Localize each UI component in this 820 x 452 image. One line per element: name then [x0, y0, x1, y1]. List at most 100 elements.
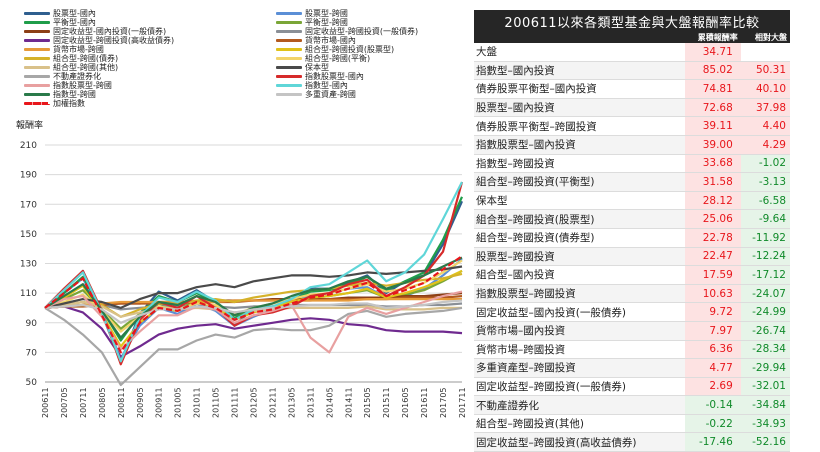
table-row: 貨幣市場–跨國投資 6.36 -28.34: [474, 340, 790, 360]
x-tick-label: 200705: [60, 387, 69, 418]
relative-return-value: [740, 43, 790, 62]
x-tick-label: 200805: [98, 387, 107, 418]
fund-type-name: 組合型–跨國投資(平衡型): [474, 172, 685, 192]
x-tick-label: 201105: [212, 387, 221, 418]
legend-item: 固定收益型-國內投資(一般債券): [24, 27, 166, 37]
cumulative-return-value: 2.69: [684, 377, 741, 397]
cumulative-return-value: 10.63: [684, 284, 741, 304]
legend-item: 指數型-國內: [276, 81, 348, 91]
cumulative-return-value: 22.78: [684, 228, 741, 248]
legend-item: 平衡型-國內: [24, 18, 96, 28]
chart-canvas: 50 70 90 110 130 150 170 190 210 報酬率 200611 200705 2…: [16, 119, 467, 418]
legend-item: 貨幣市場-國內: [276, 36, 356, 46]
series-line-20: [44, 255, 463, 354]
table-row: 指數股票型–跨國投資 10.63 -24.07: [474, 284, 790, 304]
x-tick-label: 200711: [79, 387, 88, 418]
fund-type-name: 多重資產型–跨國投資: [474, 358, 685, 378]
relative-return-value: 4.29: [740, 135, 790, 155]
legend-swatch: [276, 12, 302, 15]
legend-item: 指數股票型-國內: [276, 72, 364, 82]
legend-item: 固定收益型-跨國投資(高收益債券): [24, 36, 174, 46]
series-line-17: [44, 181, 463, 363]
legend-item: 保本型: [276, 63, 329, 73]
y-tick-label: 150: [20, 230, 37, 240]
relative-return-value: -34.84: [740, 395, 790, 415]
relative-return-value: -26.74: [740, 321, 790, 341]
cumulative-return-value: 34.71: [684, 43, 741, 62]
y-tick-label: 190: [20, 171, 37, 181]
legend-swatch: [276, 57, 302, 60]
fund-type-name: 債券股票平衡型–國內投資: [474, 79, 685, 99]
cumulative-return-value: 17.59: [684, 265, 741, 285]
legend-label: 固定收益型-跨國投資(一般債券): [305, 27, 419, 36]
line-chart: 50 70 90 110 130 150 170 190 210 報酬率 200611 200705 2…: [16, 9, 467, 418]
table-title: 200611以來各類型基金與大盤報酬率比較: [474, 10, 790, 32]
legend-label: 平衡型-跨國: [305, 18, 348, 27]
fund-type-name: 不動產證券化: [474, 395, 685, 415]
table-row: 組合型–跨國投資(股票型) 25.06 -9.64: [474, 209, 790, 229]
x-tick-label: 200811: [117, 387, 126, 418]
fund-type-name: 指數型–跨國投資: [474, 154, 685, 174]
relative-return-value: -28.34: [740, 340, 790, 360]
series-line-13: [44, 265, 463, 309]
fund-type-name: 債券股票平衡型–跨國投資: [474, 116, 685, 136]
legend-label: 指數股票型-國內: [305, 72, 364, 81]
table-row: 指數股票型–國內投資 39.00 4.29: [474, 135, 790, 155]
series-line-16: [44, 290, 463, 354]
legend-swatch: [24, 12, 50, 15]
x-tick-label: 201505: [363, 387, 372, 418]
legend-label: 指數型-跨國: [53, 90, 96, 99]
fund-type-name: 組合型–跨國投資(債券型): [474, 228, 685, 248]
legend-label: 固定收益型-國內投資(一般債券): [53, 27, 167, 36]
table-row: 固定收益型–跨國投資(高收益債券) -17.46 -52.16: [474, 432, 790, 452]
cumulative-return-value: 72.68: [684, 98, 741, 118]
relative-return-value: -11.92: [740, 228, 790, 248]
relative-return-value: -52.16: [740, 432, 790, 452]
table-row: 多重資產型–跨國投資 4.77 -29.94: [474, 358, 790, 378]
legend-label: 指數型-國內: [305, 81, 348, 90]
fund-type-name: 組合型–國內投資: [474, 265, 685, 285]
legend-swatch: [276, 21, 302, 24]
table-row: 債券股票平衡型–國內投資 74.81 40.10: [474, 79, 790, 99]
table-row: 組合型–跨國投資(其他) -0.22 -34.93: [474, 414, 790, 434]
legend-item: 股票型-跨國: [276, 9, 348, 19]
return-comparison-table: 200611以來各類型基金與大盤報酬率比較 累積報酬率 相對大盤 大盤 34.71…: [474, 10, 790, 452]
fund-type-name: 固定收益型–跨國投資(一般債券): [474, 377, 685, 397]
relative-return-value: 40.10: [740, 79, 790, 99]
legend-label: 組合型-跨國(平衡): [305, 54, 371, 63]
relative-return-value: -32.01: [740, 377, 790, 397]
cumulative-return-value: 7.97: [684, 321, 741, 341]
x-tick-label: 200905: [136, 387, 145, 418]
legend-label: 保本型: [305, 63, 329, 72]
fund-type-name: 大盤: [474, 43, 685, 62]
legend-item: 指數型-跨國: [24, 90, 96, 100]
legend-swatch: [276, 84, 302, 87]
legend-label: 股票型-國內: [53, 9, 96, 18]
x-tick-label: 201411: [344, 387, 353, 418]
fund-type-name: 貨幣市場–國內投資: [474, 321, 685, 341]
legend-swatch: [24, 84, 50, 87]
y-tick-label: 70: [26, 348, 38, 358]
x-tick-label: 201711: [458, 387, 467, 418]
relative-return-value: -24.07: [740, 284, 790, 304]
legend-item: 股票型-國內: [24, 9, 96, 19]
legend-label: 組合型-跨國(債券): [53, 54, 119, 63]
y-tick-label: 110: [20, 289, 37, 299]
relative-return-value: -3.13: [740, 172, 790, 192]
table-row: 組合型–跨國投資(債券型) 22.78 -11.92: [474, 228, 790, 248]
legend-swatch: [276, 75, 302, 78]
legend-swatch: [24, 93, 50, 96]
series-line-12: [44, 300, 462, 318]
header-relative-to-market: 相對大盤: [740, 32, 790, 43]
fund-type-name: 貨幣市場–跨國投資: [474, 340, 685, 360]
cumulative-return-value: 85.02: [684, 61, 741, 81]
legend-label: 固定收益型-跨國投資(高收益債券): [53, 36, 175, 45]
legend-label: 多重資產-跨國: [305, 90, 356, 99]
cumulative-return-value: 39.00: [684, 135, 741, 155]
table-row: 固定收益型–國內投資(一般債券) 9.72 -24.99: [474, 302, 790, 322]
table-row: 債券股票平衡型–跨國投資 39.11 4.40: [474, 116, 790, 136]
x-tick-label: 201605: [401, 387, 410, 418]
cumulative-return-value: 39.11: [684, 116, 741, 136]
table-row: 指數型–國內投資 85.02 50.31: [474, 61, 790, 81]
cumulative-return-value: 22.47: [684, 247, 741, 267]
